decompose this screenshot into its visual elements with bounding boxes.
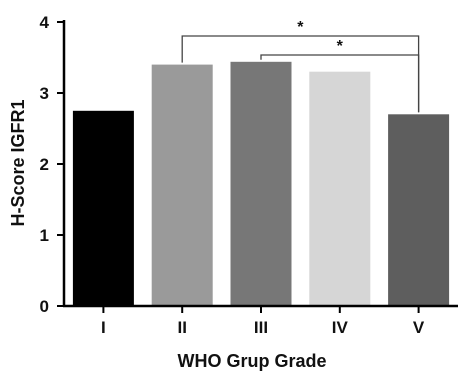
bar-iii	[230, 61, 292, 306]
bar-i	[72, 110, 134, 307]
bars-group	[72, 61, 450, 307]
significance-bracket	[181, 35, 420, 113]
y-tick-label: 1	[40, 226, 49, 245]
y-tick-label: 4	[40, 13, 50, 32]
x-tick-label: III	[254, 318, 268, 337]
x-tick-label: II	[177, 318, 186, 337]
significance-star: *	[297, 19, 304, 36]
bar-ii	[151, 64, 213, 306]
significance-group: **	[181, 19, 420, 113]
y-tick-label: 2	[40, 155, 49, 174]
y-tick-label: 0	[40, 297, 49, 316]
y-axis-title: H-Score IGFR1	[8, 99, 28, 226]
x-tick-label: I	[101, 318, 106, 337]
significance-star: *	[337, 38, 344, 55]
x-tick-label: V	[413, 318, 425, 337]
x-axis-title: WHO Grup Grade	[177, 351, 326, 371]
bar-v	[388, 114, 450, 306]
bar-iv	[309, 71, 371, 306]
x-tick-label: IV	[332, 318, 349, 337]
y-tick-label: 3	[40, 84, 49, 103]
significance-bracket	[260, 54, 420, 113]
